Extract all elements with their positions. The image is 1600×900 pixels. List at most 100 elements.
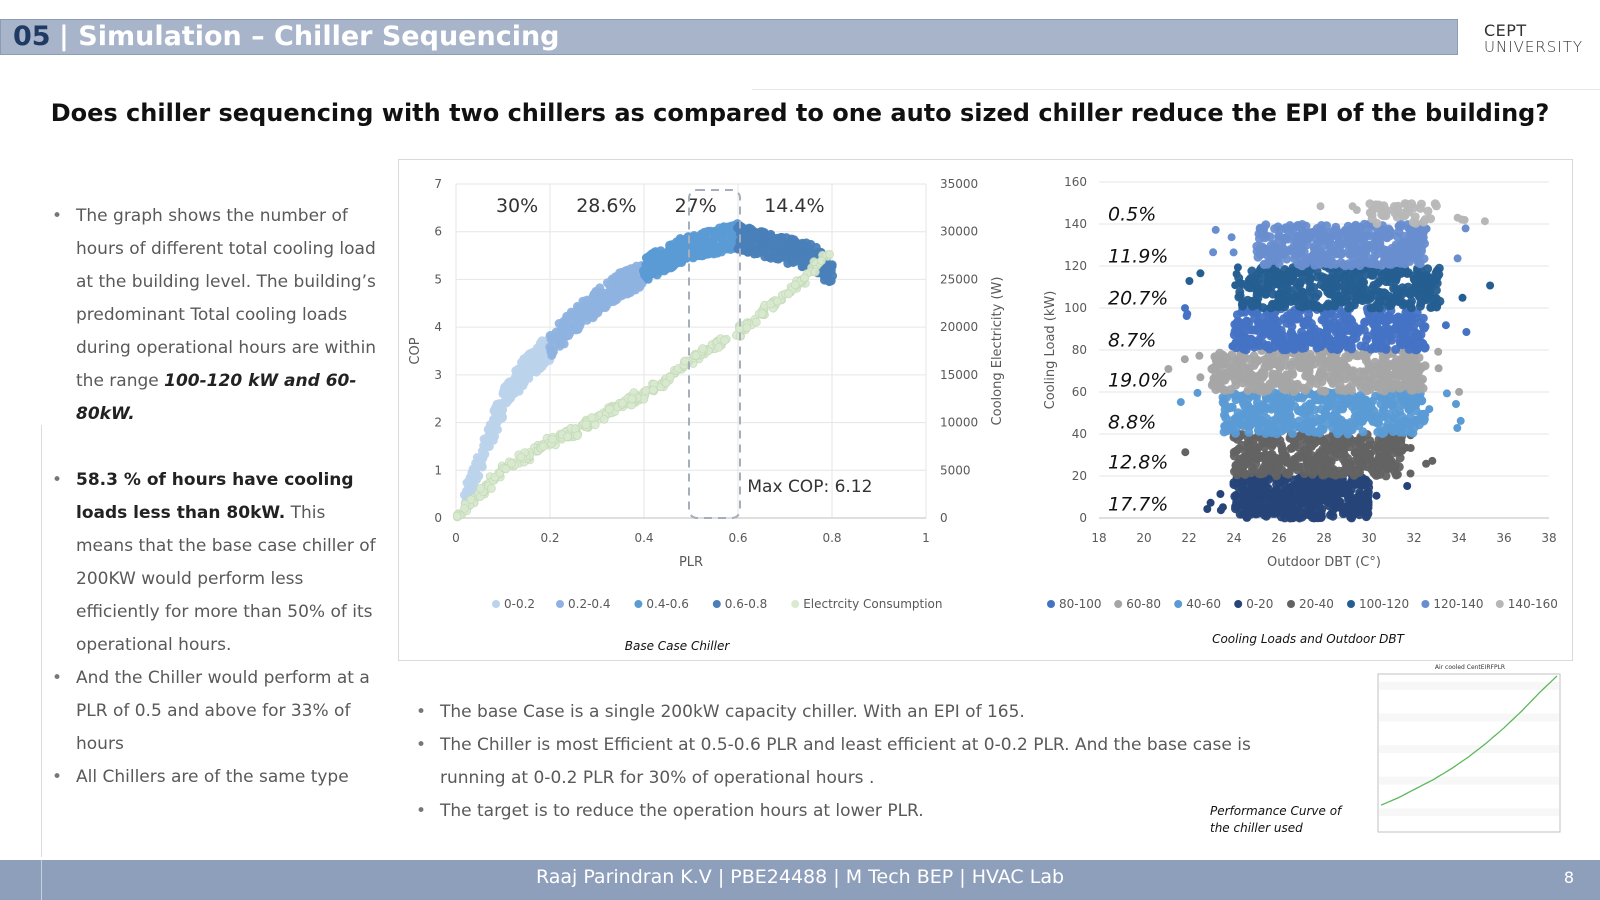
chart2-point-60-80 bbox=[1343, 383, 1353, 393]
chart2-point-100-120 bbox=[1309, 302, 1319, 312]
chart1-y2-tick: 20000 bbox=[940, 320, 978, 334]
chart2-outlier-120-140 bbox=[1209, 248, 1218, 257]
chart2-point-20-40 bbox=[1381, 471, 1391, 481]
chart2-point-120-140 bbox=[1382, 246, 1391, 256]
chart2-point-20-40 bbox=[1380, 444, 1390, 454]
chart2-caption: Cooling Loads and Outdoor DBT bbox=[1212, 632, 1406, 646]
chart1-x-tick: 1 bbox=[922, 531, 930, 545]
chart2-point-40-60 bbox=[1399, 394, 1409, 404]
chart1-point-0-0.2 bbox=[487, 431, 497, 441]
chart2-point-0-20 bbox=[1295, 513, 1304, 523]
chart2-point-0-20 bbox=[1347, 478, 1356, 488]
chart2-point-0-20 bbox=[1343, 493, 1353, 503]
chart2-point-100-120 bbox=[1296, 276, 1306, 286]
chart2-point-100-120 bbox=[1423, 264, 1433, 274]
chart2-x-tick: 36 bbox=[1496, 531, 1511, 545]
chart2-legend-marker bbox=[1421, 600, 1430, 608]
chart2-point-0-20 bbox=[1262, 490, 1272, 500]
chart2-point-60-80 bbox=[1364, 364, 1374, 374]
chart2-point-120-140 bbox=[1354, 246, 1364, 255]
chart1-point-0.2-0.4 bbox=[548, 347, 558, 357]
chart2-point-60-80 bbox=[1406, 385, 1416, 395]
chart2-point-40-60 bbox=[1371, 418, 1381, 427]
chart2-point-40-60 bbox=[1243, 420, 1253, 430]
chart2-point-120-140 bbox=[1354, 222, 1364, 232]
chart2-point-40-60 bbox=[1382, 412, 1392, 422]
chart2-point-60-80 bbox=[1393, 371, 1403, 381]
performance-curve-band bbox=[1379, 697, 1559, 706]
chart2-point-100-120 bbox=[1354, 270, 1364, 280]
chart2-point-100-120 bbox=[1340, 289, 1350, 299]
chart2-x-tick: 24 bbox=[1226, 531, 1241, 545]
chart1-point-Electrcity Consumption bbox=[817, 256, 826, 266]
chart2-point-120-140 bbox=[1358, 252, 1368, 262]
left-bullet-4: All Chillers are of the same type bbox=[48, 761, 378, 794]
chart2-point-60-80 bbox=[1245, 376, 1254, 386]
chart1-point-0-0.2 bbox=[501, 381, 511, 391]
chart2-outlier-0-20 bbox=[1206, 498, 1215, 507]
chart1-point-0.4-0.6 bbox=[659, 266, 669, 276]
chart1-point-0.4-0.6 bbox=[724, 223, 734, 233]
chart1-band-label: 27% bbox=[675, 195, 717, 217]
chart1-y2-tick: 35000 bbox=[940, 177, 978, 191]
chart2-point-60-80 bbox=[1261, 383, 1271, 393]
chart1-y2-tick: 30000 bbox=[940, 225, 978, 239]
chart2-legend-label: 20-40 bbox=[1299, 597, 1334, 611]
chart1-point-Electrcity Consumption bbox=[466, 495, 476, 505]
chart2-point-0-20 bbox=[1364, 483, 1374, 492]
chart1-point-Electrcity Consumption bbox=[590, 420, 600, 430]
chart2-x-tick: 26 bbox=[1271, 531, 1286, 545]
chart2-point-60-80 bbox=[1381, 362, 1391, 371]
chart1-point-0.2-0.4 bbox=[585, 309, 595, 319]
chart1-point-Electrcity Consumption bbox=[751, 317, 761, 327]
chart2-point-60-80 bbox=[1383, 372, 1393, 382]
chart1-point-Electrcity Consumption bbox=[810, 267, 820, 277]
chart1-point-Electrcity Consumption bbox=[487, 484, 496, 493]
chart1-point-0.4-0.6 bbox=[718, 237, 728, 246]
chart1-point-0-0.2 bbox=[535, 338, 545, 348]
chart2-point-80-100 bbox=[1370, 327, 1379, 337]
research-question: Does chiller sequencing with two chiller… bbox=[50, 99, 1550, 127]
chart2-point-100-120 bbox=[1342, 273, 1352, 283]
chart2-point-20-40 bbox=[1322, 441, 1332, 451]
chart2-point-120-140 bbox=[1365, 240, 1375, 250]
chart2-legend-label: 100-120 bbox=[1359, 597, 1409, 611]
chart2-point-20-40 bbox=[1390, 459, 1400, 469]
chart2-point-40-60 bbox=[1272, 392, 1282, 402]
chart2-outlier-20-40 bbox=[1406, 444, 1415, 452]
chart2-point-0-20 bbox=[1343, 485, 1353, 495]
chart2-point-100-120 bbox=[1383, 273, 1393, 283]
chart2-point-60-80 bbox=[1376, 385, 1386, 395]
chart1-point-0.4-0.6 bbox=[713, 248, 723, 258]
chart2-point-80-100 bbox=[1253, 335, 1263, 345]
performance-curve-grid bbox=[1379, 681, 1559, 817]
chart1-point-0-0.2 bbox=[517, 358, 526, 367]
chart2-point-80-100 bbox=[1376, 311, 1385, 321]
chart2-point-120-140 bbox=[1287, 223, 1297, 233]
bottom-bullet-3: The target is to reduce the operation ho… bbox=[412, 795, 1312, 828]
chart2-y-tick: 120 bbox=[1064, 259, 1087, 273]
chart2-point-60-80 bbox=[1400, 376, 1410, 386]
chart2-point-60-80 bbox=[1360, 382, 1370, 392]
chart2-legend-marker bbox=[1114, 600, 1123, 608]
chart2-point-20-40 bbox=[1316, 457, 1326, 467]
chart2-point-0-20 bbox=[1239, 492, 1248, 501]
chart2-point-0-20 bbox=[1322, 490, 1332, 500]
chart1-legend-marker bbox=[634, 600, 643, 608]
chart1-point-0.4-0.6 bbox=[640, 270, 649, 280]
bullet-2-emphasis: 58.3 % of hours have cooling loads less … bbox=[76, 470, 354, 523]
chart2-point-20-40 bbox=[1291, 454, 1301, 464]
chart2-point-60-80 bbox=[1332, 362, 1342, 372]
chart2-point-40-60 bbox=[1337, 402, 1347, 412]
chart2-point-140-160 bbox=[1398, 211, 1408, 221]
chart2-legend: 80-100 60-80 40-60 0-20 20-40 100-120 120-140 1… bbox=[1047, 597, 1558, 611]
chart2-point-120-140 bbox=[1347, 224, 1357, 234]
bottom-bullet-1: The base Case is a single 200kW capacity… bbox=[412, 696, 1312, 729]
chart1-point-0.2-0.4 bbox=[631, 281, 641, 291]
chart2-point-60-80 bbox=[1312, 379, 1322, 388]
chart2-point-60-80 bbox=[1209, 378, 1219, 388]
chart1-legend-marker bbox=[492, 600, 500, 608]
chart2-outlier-120-140 bbox=[1227, 233, 1236, 242]
chart1-point-0-0.2 bbox=[532, 352, 542, 362]
chart2-point-100-120 bbox=[1388, 293, 1398, 303]
